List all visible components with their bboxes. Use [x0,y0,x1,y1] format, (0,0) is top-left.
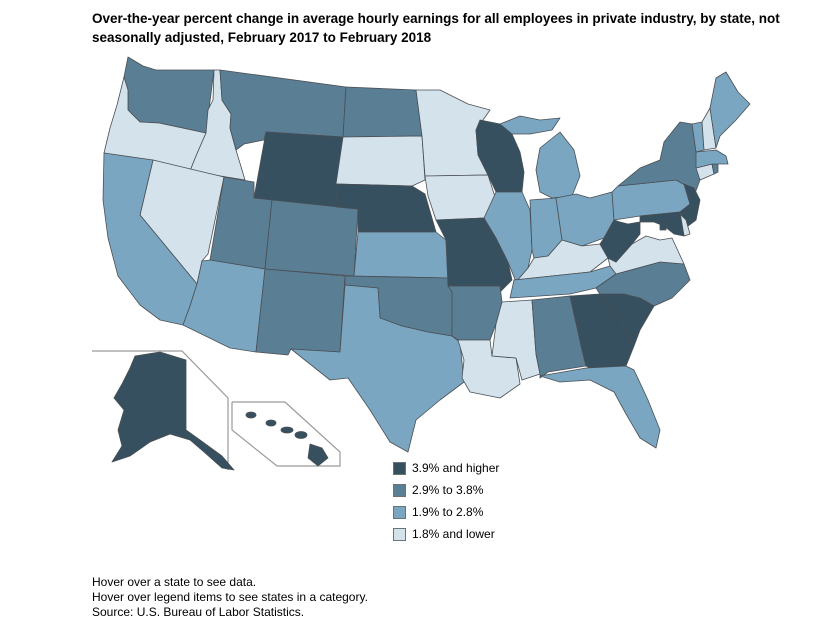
state-dc[interactable] [659,223,667,231]
state-north-dakota[interactable] [342,86,423,138]
state-colorado[interactable] [264,199,359,277]
alaska-inset-border [92,350,229,470]
state-maine[interactable] [709,71,751,149]
state-kansas[interactable] [353,231,449,279]
hover-state-note: Hover over a state to see data. [92,575,257,589]
legend-label: 3.9% and higher [412,461,500,475]
state-florida[interactable] [539,365,661,449]
state-louisiana[interactable] [457,339,521,399]
legend-label: 1.9% to 2.8% [412,505,484,519]
state-alaska[interactable] [111,351,235,471]
state-new-mexico[interactable] [255,268,346,356]
legend-swatch [393,505,406,519]
legend-item-high[interactable]: 3.9% and higher [393,457,499,479]
legend-label: 2.9% to 3.8% [412,483,484,497]
legend-label: 1.8% and lower [412,527,495,541]
state-texas[interactable] [290,284,465,453]
state-iowa[interactable] [424,174,497,221]
state-new-jersey[interactable] [679,183,701,227]
legend-item-upper-mid[interactable]: 2.9% to 3.8% [393,479,499,501]
state-south-dakota[interactable] [335,135,426,187]
state-arkansas[interactable] [447,285,503,341]
legend-swatch [393,461,406,475]
hover-legend-note: Hover over legend items to see states in… [92,590,368,604]
footnotes: Hover over a state to see data. Hover ov… [92,575,368,620]
state-california[interactable] [102,152,198,326]
legend-item-lower-mid[interactable]: 1.9% to 2.8% [393,501,499,523]
source-note: Source: U.S. Bureau of Labor Statistics. [92,605,305,619]
legend-swatch [393,527,406,541]
legend: 3.9% and higher 2.9% to 3.8% 1.9% to 2.8… [393,457,499,545]
hawaii-inset-border [231,401,341,467]
legend-swatch [393,483,406,497]
state-michigan-upper[interactable] [499,115,561,135]
state-wyoming[interactable] [253,131,344,208]
legend-item-low[interactable]: 1.8% and lower [393,523,499,545]
state-hawaii[interactable] [245,411,329,467]
state-michigan[interactable] [535,131,581,199]
state-massachusetts[interactable] [695,149,729,169]
chart-title: Over-the-year percent change in average … [92,11,780,45]
